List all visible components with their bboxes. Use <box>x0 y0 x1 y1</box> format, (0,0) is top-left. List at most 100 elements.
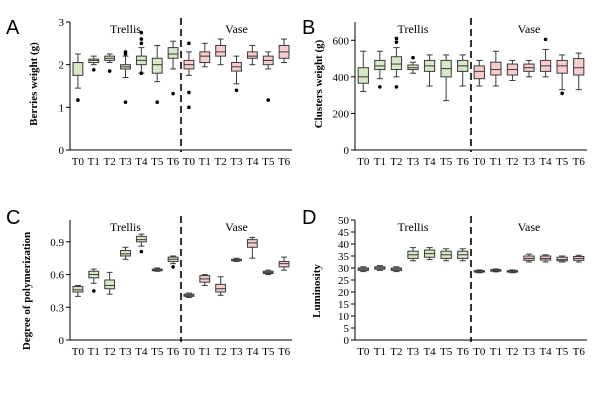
x-tick-label-d: T2 <box>390 346 402 358</box>
box <box>573 58 585 76</box>
outlier-point <box>560 91 564 96</box>
x-tick-label-c: T4 <box>135 346 148 358</box>
x-tick-label-b: T3 <box>407 156 420 168</box>
group-label-trellis-d: Trellis <box>398 220 429 234</box>
x-tick-label-a: T2 <box>215 156 227 168</box>
y-tick-label-a: 0 <box>59 145 65 157</box>
outlier-point <box>155 100 160 105</box>
box <box>215 44 227 57</box>
x-tick-label-b: T2 <box>506 156 518 168</box>
y-tick-label-d: 40 <box>338 239 350 251</box>
group-label-trellis-c: Trellis <box>110 220 141 234</box>
x-tick-label-a: T4 <box>246 156 259 168</box>
x-tick-label-d: T4 <box>423 346 436 358</box>
box <box>72 286 84 293</box>
group-label-trellis-b: Trellis <box>398 22 429 36</box>
outlier-point <box>171 91 175 96</box>
y-tick-label-d: 0 <box>344 335 350 347</box>
panel-letter-d: D <box>302 207 316 229</box>
y-axis-title-d: Luminosity <box>311 264 323 318</box>
box <box>135 235 147 243</box>
group-label-vase-b: Vase <box>518 22 541 36</box>
y-axis-title-b: Clusters weight (g) <box>313 39 325 128</box>
x-tick-label-c: T0 <box>183 346 196 358</box>
y-tick-label-d: 20 <box>338 287 350 299</box>
x-tick-label-c: T6 <box>278 346 291 358</box>
y-tick-label-b: 0 <box>344 145 350 157</box>
x-tick-label-c: T6 <box>167 346 180 358</box>
outlier-point <box>91 289 96 293</box>
outlier-point <box>171 265 175 269</box>
y-tick-label-b: 200 <box>333 108 350 120</box>
outlier-point <box>76 98 80 102</box>
y-tick-label-a: 2 <box>59 60 65 72</box>
x-tick-label-c: T5 <box>262 346 275 358</box>
x-tick-label-b: T5 <box>556 156 569 168</box>
x-tick-label-a: T5 <box>151 156 164 168</box>
box <box>151 57 163 74</box>
outlier-point <box>187 90 191 95</box>
box <box>390 56 403 71</box>
outlier-point <box>187 105 191 110</box>
x-tick-label-d: T3 <box>407 346 420 358</box>
y-tick-label-d: 15 <box>338 299 350 311</box>
x-tick-label-c: T2 <box>104 346 116 358</box>
panel-letter-c: C <box>6 207 20 229</box>
y-tick-label-d: 30 <box>338 263 350 275</box>
box <box>357 67 369 84</box>
y-tick-label-d: 50 <box>338 215 350 227</box>
x-tick-label-b: T2 <box>390 156 402 168</box>
x-tick-label-d: T2 <box>506 346 518 358</box>
x-tick-label-d: T4 <box>539 346 552 358</box>
box <box>167 47 179 59</box>
box <box>490 61 502 76</box>
group-label-vase-d: Vase <box>518 220 541 234</box>
box <box>215 283 227 293</box>
x-tick-label-c: T5 <box>151 346 164 358</box>
x-tick-label-a: T3 <box>230 156 243 168</box>
y-tick-label-c: 0.6 <box>50 270 64 282</box>
outlier-point <box>139 41 144 46</box>
x-tick-label-a: T5 <box>262 156 275 168</box>
outlier-point <box>123 100 128 105</box>
x-tick-label-b: T1 <box>490 156 502 168</box>
box <box>120 250 131 257</box>
box <box>246 51 258 59</box>
y-tick-label-c: 0.9 <box>50 237 64 249</box>
x-tick-label-c: T4 <box>246 346 259 358</box>
box <box>374 59 386 71</box>
x-tick-label-b: T6 <box>457 156 470 168</box>
x-tick-label-a: T6 <box>278 156 291 168</box>
x-tick-label-d: T6 <box>573 346 586 358</box>
box <box>72 62 84 76</box>
x-tick-label-a: T6 <box>167 156 180 168</box>
x-tick-label-b: T1 <box>374 156 386 168</box>
y-tick-label-c: 0.3 <box>50 302 64 314</box>
x-tick-label-d: T5 <box>440 346 453 358</box>
y-axis-title-c: Degree of polymerization <box>21 232 33 350</box>
x-tick-label-a: T4 <box>135 156 148 168</box>
outlier-point <box>139 71 144 75</box>
outlier-point <box>91 67 96 72</box>
box <box>556 256 568 262</box>
x-tick-label-a: T1 <box>199 156 211 168</box>
x-tick-label-b: T5 <box>440 156 453 168</box>
outlier-point <box>139 37 144 41</box>
panel-letter-b: B <box>302 17 315 39</box>
x-tick-label-d: T1 <box>490 346 502 358</box>
outlier-point <box>107 69 112 73</box>
x-tick-label-c: T1 <box>199 346 211 358</box>
outlier-point <box>234 88 239 93</box>
x-tick-label-a: T0 <box>183 156 196 168</box>
group-label-vase-a: Vase <box>225 22 248 36</box>
box <box>246 239 258 248</box>
box <box>278 260 290 268</box>
y-tick-label-a: 3 <box>59 17 65 29</box>
x-tick-label-c: T0 <box>72 346 85 358</box>
